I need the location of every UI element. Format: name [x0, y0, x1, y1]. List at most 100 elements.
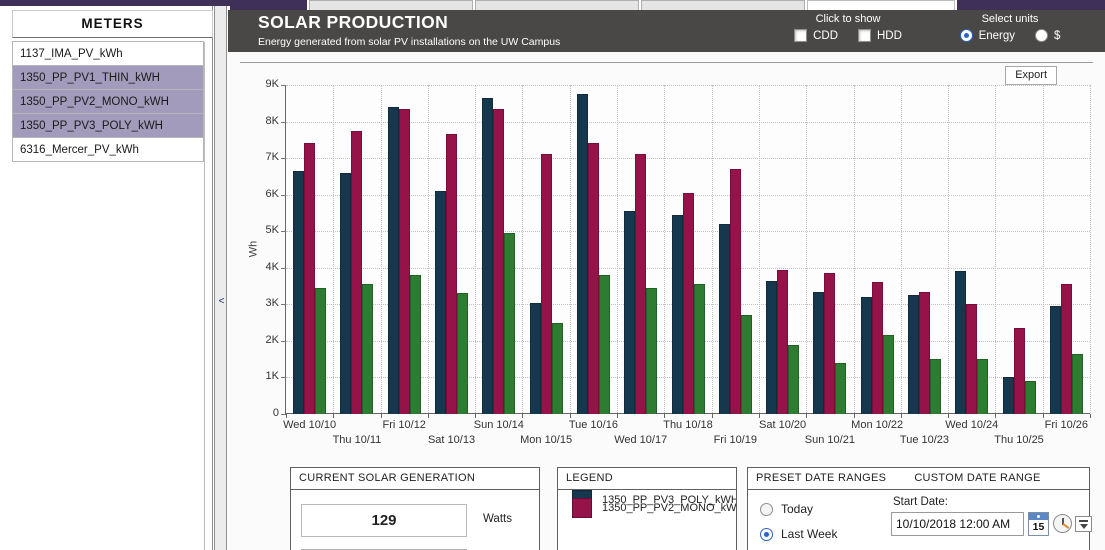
- bar: [504, 233, 516, 414]
- bar: [598, 275, 610, 414]
- bar: [635, 154, 647, 414]
- cdd-hdd-row: CDD HDD: [768, 29, 928, 42]
- browser-tab[interactable]: [309, 0, 473, 10]
- checkbox-icon: [858, 29, 871, 42]
- preset-today-radio[interactable]: Today: [760, 502, 837, 516]
- y-tick: [281, 85, 286, 86]
- hdd-checkbox[interactable]: HDD: [858, 29, 902, 42]
- sidebar-splitter[interactable]: <: [214, 6, 227, 550]
- y-axis-label: Wh: [247, 240, 260, 258]
- legend-panel: LEGEND 1350_PP_PV3_POLY_kWH 1350_PP_PV2_M…: [557, 467, 737, 550]
- browser-tab[interactable]: [641, 0, 805, 10]
- y-tick: [281, 231, 286, 233]
- bar: [966, 304, 978, 414]
- x-tick: [380, 414, 382, 418]
- h-gridline: [286, 121, 1090, 123]
- bar-group: [854, 85, 901, 414]
- calendar-icon[interactable]: 15: [1028, 512, 1049, 536]
- bar: [977, 359, 989, 414]
- solar-chart: Export Wh 0 1K 2K 3K 4K 5K 6K 7K 8K 9K Wed 10/10 Th…: [240, 62, 1093, 462]
- bar: [551, 323, 563, 414]
- custom-date-range-title: CUSTOM DATE RANGE: [914, 472, 1041, 484]
- x-tick: [853, 414, 855, 418]
- calendar-day: 15: [1032, 521, 1045, 533]
- watts-label: Watts: [483, 513, 512, 525]
- x-tick-label: Fri 10/19: [713, 434, 757, 446]
- v-gridline: [1042, 85, 1044, 413]
- cdd-checkbox[interactable]: CDD: [794, 29, 838, 42]
- bar: [813, 292, 825, 414]
- x-tick: [948, 414, 950, 418]
- meter-item[interactable]: 1350_PP_PV2_MONO_kWH: [12, 89, 204, 114]
- unit-energy-radio[interactable]: Energy: [959, 29, 1015, 42]
- meter-item[interactable]: 6316_Mercer_PV_kWh: [12, 137, 204, 162]
- browser-tab-active[interactable]: [807, 0, 955, 10]
- x-tick-label: Thu 10/18: [663, 419, 713, 431]
- radio-icon: [760, 502, 773, 516]
- v-gridline: [664, 85, 666, 413]
- calendar-icon-header: [1029, 513, 1048, 520]
- bar: [1002, 377, 1014, 414]
- y-tick-label: 7K: [265, 151, 279, 164]
- bar-group: [570, 85, 617, 414]
- y-tick: [281, 414, 286, 415]
- bar-group: [948, 85, 995, 414]
- meter-item[interactable]: 1137_IMA_PV_kWh: [12, 41, 204, 66]
- x-tick: [1042, 414, 1044, 418]
- bar: [882, 335, 894, 414]
- click-to-show-group: Click to show CDD HDD: [768, 13, 928, 42]
- bar: [718, 224, 730, 414]
- preset-last-week-radio[interactable]: Last Week: [760, 527, 837, 541]
- y-tick-label: 0: [272, 407, 279, 419]
- collapse-arrow-icon[interactable]: <: [218, 296, 225, 307]
- bar: [362, 284, 374, 414]
- y-tick-label: 2K: [265, 333, 279, 346]
- bar: [1060, 284, 1072, 414]
- x-tick-label: Sat 10/13: [427, 434, 476, 446]
- start-date-input[interactable]: [891, 512, 1024, 536]
- y-tick: [281, 158, 286, 160]
- x-tick-label: Thu 10/25: [994, 434, 1044, 446]
- radio-label: $: [1054, 29, 1061, 42]
- bar: [304, 143, 316, 414]
- y-tick-label: 3K: [265, 297, 279, 310]
- meter-item[interactable]: 1350_PP_PV1_THIN_kWH: [12, 65, 204, 90]
- meter-item[interactable]: 1350_PP_PV3_POLY_kWH: [12, 113, 204, 138]
- v-gridline: [333, 85, 335, 413]
- bar: [1013, 328, 1025, 414]
- bar: [955, 271, 967, 414]
- bar: [409, 275, 421, 414]
- legend-label: 1350_PP_PV2_MONO_kWH: [602, 502, 737, 514]
- y-tick: [281, 267, 286, 269]
- clock-icon[interactable]: [1053, 514, 1072, 533]
- bar: [777, 270, 789, 414]
- bar: [387, 107, 399, 414]
- bar: [788, 345, 800, 414]
- unit-dollar-radio[interactable]: $: [1035, 29, 1060, 42]
- dropdown-icon[interactable]: [1075, 516, 1092, 532]
- meters-panel: METERS 1137_IMA_PV_kWh 1350_PP_PV1_THIN_k…: [0, 6, 213, 550]
- bar: [824, 273, 836, 414]
- x-tick-label: Sat 10/20: [759, 419, 807, 431]
- x-tick: [427, 414, 429, 418]
- bar: [340, 173, 352, 414]
- browser-tab[interactable]: [475, 0, 639, 10]
- bar-group: [617, 85, 664, 414]
- bar: [482, 98, 494, 414]
- bar: [576, 94, 588, 414]
- bar-group: [522, 85, 569, 414]
- legend-swatch: [572, 498, 592, 518]
- v-gridline: [617, 85, 619, 413]
- x-tick: [806, 414, 808, 418]
- chart-plot: Wh 0 1K 2K 3K 4K 5K 6K 7K 8K 9K Wed 10/10 Thu 10/11…: [247, 78, 1091, 446]
- bar: [1071, 354, 1083, 414]
- bar-group: [381, 85, 428, 414]
- x-tick-label: Tue 10/23: [899, 434, 950, 446]
- v-gridline: [380, 85, 382, 413]
- bar: [457, 293, 469, 414]
- start-date-label: Start Date:: [893, 496, 948, 508]
- export-button[interactable]: Export: [1005, 66, 1057, 85]
- bar: [919, 292, 930, 414]
- y-tick: [281, 304, 286, 306]
